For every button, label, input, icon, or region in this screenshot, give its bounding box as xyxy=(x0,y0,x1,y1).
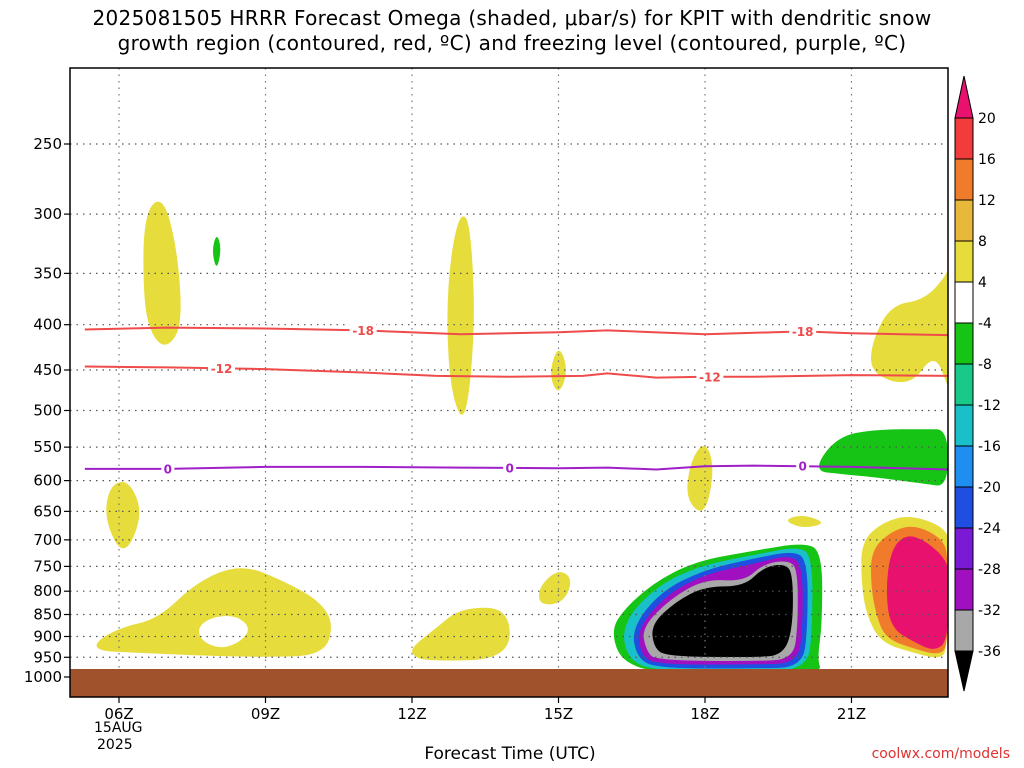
y-tick-label: 500 xyxy=(33,402,62,420)
y-tick-label: 850 xyxy=(33,606,62,624)
temperature-contours: -18 -18 -12 -12 0 0 0 xyxy=(84,322,949,476)
colorbar-bottom-arrow xyxy=(954,650,974,692)
uplift-yellow-8 xyxy=(687,446,713,511)
y-tick-label: 800 xyxy=(33,582,62,600)
colorbar-label: 8 xyxy=(978,234,987,250)
ground-surface xyxy=(70,669,948,697)
dgz-minus12-label: -12 xyxy=(699,370,721,384)
uplift-yellow-9 xyxy=(871,267,948,387)
colorbar-segment xyxy=(954,445,974,488)
uplift-yellow-2 xyxy=(447,216,474,415)
x-axis-label: Forecast Time (UTC) xyxy=(424,744,596,764)
y-tick-label: 650 xyxy=(33,502,62,520)
colorbar-segment xyxy=(954,117,974,160)
dgz-minus18-label-bg xyxy=(789,323,817,339)
uplift-yellow-7 xyxy=(539,572,571,605)
freezing-level-label: 0 xyxy=(505,461,513,475)
colorbar-segment xyxy=(954,199,974,242)
colorbar-segment xyxy=(954,486,974,529)
x-tick-label: 18Z xyxy=(690,705,719,723)
x-tick-label: 15Z xyxy=(544,705,573,723)
freezing-level-line xyxy=(84,464,949,471)
y-tick-label: 700 xyxy=(33,531,62,549)
title-line-2: growth region (contoured, red, ºC) and f… xyxy=(117,31,907,55)
freezing-level-label-bg xyxy=(796,458,810,474)
clear-hole-1 xyxy=(198,616,248,648)
y-tick-label: 550 xyxy=(33,438,62,456)
colorbar-label: -16 xyxy=(978,439,1001,455)
colorbar-label: 16 xyxy=(978,152,996,168)
x-tick-label: 12Z xyxy=(397,705,426,723)
plot-frame xyxy=(69,67,949,698)
uplift-yellow-5 xyxy=(96,568,331,657)
colorbar-label: -8 xyxy=(978,357,992,373)
y-tick-label: 750 xyxy=(33,557,62,575)
uplift-magenta-1 xyxy=(886,536,948,649)
colorbar-segment xyxy=(954,568,974,611)
x-tick-label: 21Z xyxy=(837,705,866,723)
dgz-minus18-line xyxy=(84,326,949,337)
colorbar-label: -20 xyxy=(978,480,1001,496)
uplift-yellow-6 xyxy=(412,607,510,661)
colorbar-segment xyxy=(954,609,974,652)
colorbar-segment xyxy=(954,240,974,283)
title-line-1: 2025081505 HRRR Forecast Omega (shaded, … xyxy=(92,6,932,30)
colorbar-label: 20 xyxy=(978,111,996,127)
colorbar-top-arrow xyxy=(954,75,974,119)
y-tick-label: 300 xyxy=(33,205,62,223)
colorbar-segment xyxy=(954,527,974,570)
credit-link[interactable]: coolwx.com/models xyxy=(871,746,1010,762)
colorbar-segment xyxy=(954,404,974,447)
dgz-minus18-label: -18 xyxy=(792,325,814,339)
freezing-level-label-bg xyxy=(503,459,517,475)
dgz-minus12-label-bg xyxy=(696,368,724,384)
sink-green-1 xyxy=(819,429,948,486)
colorbar-segment xyxy=(954,363,974,406)
sink-green-2 xyxy=(213,237,221,266)
colorbar-label: -32 xyxy=(978,603,1001,619)
ground-bar xyxy=(70,669,948,697)
plot-border xyxy=(69,67,949,698)
y-tick-label: 250 xyxy=(33,135,62,153)
x-tick-label: 06Z xyxy=(104,705,133,723)
dgz-minus18-label-bg xyxy=(349,322,377,338)
colorbar-label: -36 xyxy=(978,644,1001,660)
y-tick-label: 450 xyxy=(33,361,62,379)
dgz-minus18-label: -18 xyxy=(352,324,374,338)
dgz-minus12-line xyxy=(84,365,949,379)
uplift-yellow-10 xyxy=(788,516,821,528)
date-label-year: 2025 xyxy=(97,737,133,753)
x-tick-label: 09Z xyxy=(251,705,280,723)
dgz-minus12-label: -12 xyxy=(211,362,233,376)
colorbar-label: 4 xyxy=(978,275,987,291)
colorbar: 20 16 12 8 4 -4 -8 -12 -16 -20 -24 -28 -32 -36 xyxy=(954,75,1001,692)
colorbar-label: -4 xyxy=(978,316,992,332)
uplift-yellow-4 xyxy=(106,482,140,549)
date-label-day: 15AUG xyxy=(94,720,143,736)
freezing-level-label-bg xyxy=(161,460,175,476)
y-tick-label: 900 xyxy=(33,627,62,645)
dgz-minus12-label-bg xyxy=(208,360,236,376)
colorbar-label: -24 xyxy=(978,521,1001,537)
colorbar-segment xyxy=(954,322,974,365)
colorbar-segment xyxy=(954,158,974,201)
y-tick-label: 950 xyxy=(33,648,62,666)
colorbar-label: -28 xyxy=(978,562,1001,578)
y-tick-label: 600 xyxy=(33,472,62,490)
y-tick-label: 400 xyxy=(33,316,62,334)
chart-title: 2025081505 HRRR Forecast Omega (shaded, … xyxy=(0,6,1024,56)
omega-shading xyxy=(96,201,948,669)
x-axis-ticks: 06Z 09Z 12Z 15Z 18Z 21Z xyxy=(104,697,866,723)
y-tick-label: 350 xyxy=(33,264,62,282)
freezing-level-label: 0 xyxy=(164,462,172,476)
colorbar-segment xyxy=(954,281,974,324)
y-tick-label: 1000 xyxy=(24,668,62,686)
sink-black-1 xyxy=(652,565,793,658)
colorbar-label: 12 xyxy=(978,193,996,209)
freezing-level-label: 0 xyxy=(798,460,806,474)
y-axis-ticks: 250 300 350 400 450 500 550 600 650 700 750 800 850 9… xyxy=(24,135,70,686)
colorbar-label: -12 xyxy=(978,398,1001,414)
